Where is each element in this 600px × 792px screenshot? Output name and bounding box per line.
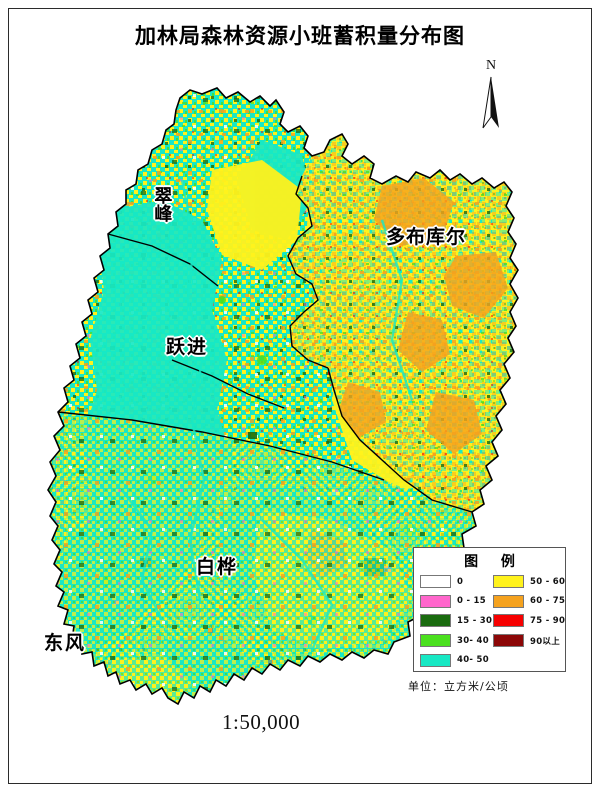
legend-swatch-4 [420,653,451,667]
legend-item: 40- 50 [420,650,492,670]
legend-unit-label: 单位：立方米/公顷 [408,680,509,693]
legend-swatch-5 [493,575,524,589]
legend-swatch-7 [493,614,524,628]
legend-label-5: 50 - 60 [530,576,566,587]
legend-item: 90以上 [493,631,565,651]
legend-item: 30- 40 [420,631,492,651]
map-label-duobukuer: 多布库尔 [386,226,467,248]
map-scale-label: 1:50,000 [222,710,301,734]
legend-title: 图 例 [464,554,524,570]
map-label-cuifeng: 翠峰 [151,186,173,222]
north-arrow-label: N [485,58,497,73]
legend-column-right: 50 - 60 60 - 75 75 - 90 90以上 [493,572,565,650]
legend-item: 50 - 60 [493,572,565,592]
legend-item: 15 - 30 [420,611,492,631]
legend-swatch-6 [493,594,524,608]
page-title: 加林局森林资源小班蓄积量分布图 [135,24,465,48]
legend-box: 图 例 0 0 - 15 15 - 30 30- 40 40- 50 [413,547,566,672]
legend-swatch-1 [420,594,451,608]
map-label-dongfeng: 东风 [44,632,87,654]
north-arrow: N [468,58,514,130]
legend-label-4: 40- 50 [457,655,489,666]
legend-swatch-8 [493,634,524,648]
legend-label-7: 75 - 90 [530,615,566,626]
legend-item: 0 [420,572,492,592]
legend-swatch-0 [420,575,451,589]
stream-network [121,179,414,651]
legend-item: 60 - 75 [493,592,565,612]
map-label-baihua: 白桦 [196,556,239,578]
north-arrow-icon [482,76,499,129]
legend-item: 0 - 15 [420,592,492,612]
legend-swatch-2 [420,614,451,628]
legend-label-0: 0 [457,576,464,587]
legend-label-1: 0 - 15 [457,596,486,607]
bureau-outer-boundary [47,87,519,706]
map-label-yuejin: 跃进 [166,336,209,358]
legend-label-6: 60 - 75 [530,596,566,607]
legend-swatch-3 [420,634,451,648]
legend-label-2: 15 - 30 [457,615,493,626]
legend-item: 75 - 90 [493,611,565,631]
sub-region-boundaries [57,175,473,513]
legend-label-8: 90以上 [530,636,561,647]
legend-label-3: 30- 40 [457,635,489,646]
legend-column-left: 0 0 - 15 15 - 30 30- 40 40- 50 [420,572,492,670]
